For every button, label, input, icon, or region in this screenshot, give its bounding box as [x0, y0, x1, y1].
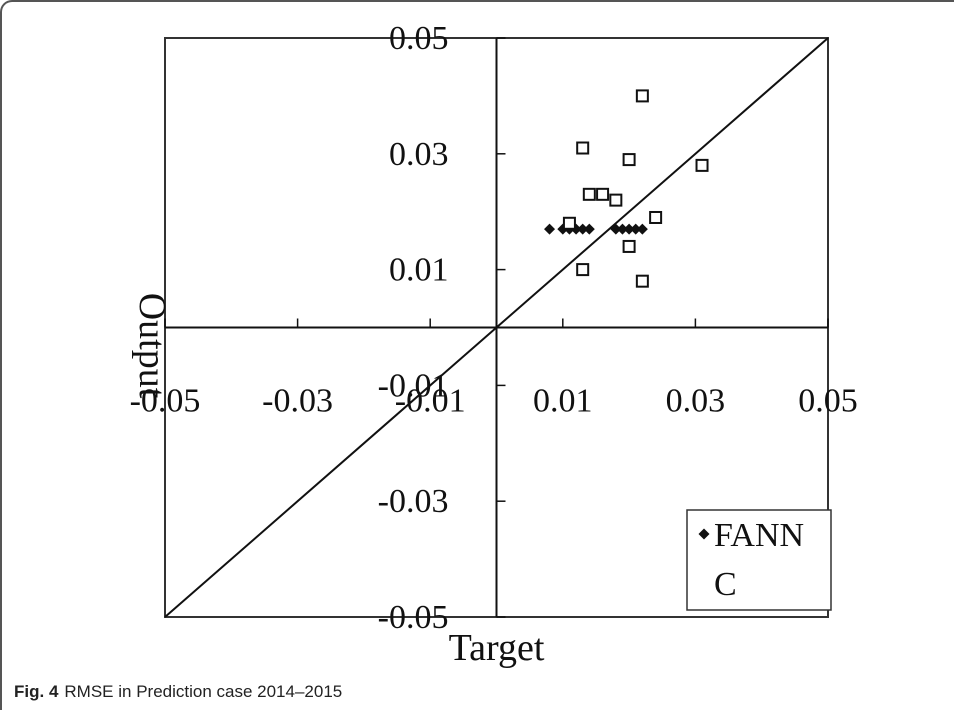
y-tick-label: 0.01 — [389, 252, 449, 289]
y-tick-label: 0.03 — [389, 136, 449, 173]
legend: FANN C — [686, 509, 832, 611]
x-tick-label: -0.05 — [130, 383, 201, 420]
y-tick-label: -0.03 — [378, 483, 449, 520]
fann-point — [616, 223, 628, 235]
x-tick-label: -0.03 — [262, 383, 333, 420]
y-tick-label: 0.05 — [389, 20, 449, 57]
y-tick-label: -0.01 — [378, 367, 449, 404]
c-point — [649, 210, 663, 224]
fann-point — [636, 223, 648, 235]
ticks-group: -0.05 -0.03 -0.01 0.01 0.03 0.05 -0.05 -0.03 -0.… — [130, 20, 858, 636]
points-group — [544, 89, 709, 288]
y-tick-label: -0.05 — [378, 599, 449, 636]
legend-marker-fann — [698, 528, 710, 540]
figure-caption: Fig. 4 RMSE in Prediction case 2014–2015 — [14, 682, 342, 702]
legend-label-fann: FANN — [714, 517, 804, 554]
figure-label: Fig. 4 — [14, 682, 59, 701]
fann-point — [583, 223, 595, 235]
c-point — [622, 153, 636, 167]
fann-point — [630, 223, 642, 235]
c-point — [576, 263, 590, 277]
figure-caption-text: RMSE in Prediction case 2014–2015 — [64, 682, 343, 701]
x-axis-title: Target — [449, 627, 545, 669]
legend-label-c: C — [714, 566, 737, 603]
c-point — [635, 89, 649, 103]
fann-point — [610, 223, 622, 235]
c-point — [596, 187, 610, 201]
fann-point — [623, 223, 635, 235]
fann-point — [577, 223, 589, 235]
c-point — [609, 193, 623, 207]
fann-point — [544, 223, 556, 235]
x-tick-label: 0.05 — [798, 383, 858, 420]
y-axis-title: Output — [131, 293, 173, 399]
identity-line — [164, 37, 829, 618]
c-point — [622, 239, 636, 253]
x-tick-label: -0.01 — [395, 383, 466, 420]
c-point — [576, 141, 590, 155]
x-tick-label: 0.01 — [533, 383, 593, 420]
legend-box — [686, 509, 832, 611]
c-point — [635, 274, 649, 288]
c-point — [695, 158, 709, 172]
c-point — [562, 216, 576, 230]
c-point — [582, 187, 596, 201]
x-tick-label: 0.03 — [666, 383, 726, 420]
